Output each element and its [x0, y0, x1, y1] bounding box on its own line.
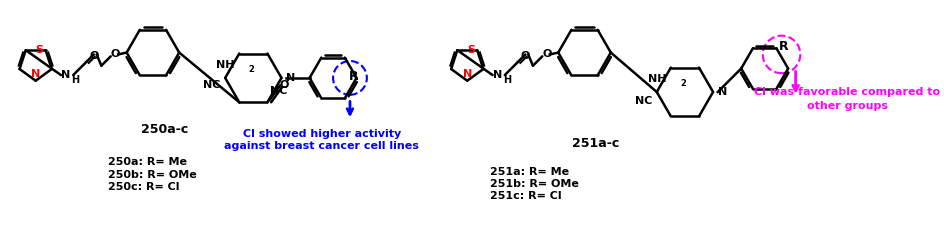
Text: NC: NC [634, 96, 651, 106]
Text: 2: 2 [680, 79, 685, 88]
Text: 250a: R= Me: 250a: R= Me [108, 157, 187, 167]
Text: 250b: R= OMe: 250b: R= OMe [108, 170, 196, 180]
Text: N: N [717, 87, 726, 97]
Text: N: N [492, 70, 501, 80]
Text: 250a-c: 250a-c [141, 123, 188, 136]
Text: 251c: R= Cl: 251c: R= Cl [489, 191, 561, 201]
Text: NC: NC [270, 86, 287, 96]
Text: N: N [61, 70, 70, 80]
Text: N: N [31, 69, 41, 79]
Text: S: S [36, 45, 43, 55]
Text: O: O [110, 50, 120, 60]
Text: Cl was favorable compared to: Cl was favorable compared to [753, 87, 939, 97]
Text: N: N [286, 73, 295, 83]
Text: NC: NC [203, 81, 220, 91]
Text: other groups: other groups [806, 101, 886, 111]
Text: S: S [466, 45, 475, 55]
Text: R: R [778, 41, 787, 53]
Text: 251b: R= OMe: 251b: R= OMe [489, 179, 578, 189]
Text: NH: NH [647, 74, 666, 84]
Text: NH: NH [216, 60, 234, 70]
Text: 251a-c: 251a-c [571, 137, 618, 150]
Text: H: H [502, 75, 511, 85]
Text: 251a: R= Me: 251a: R= Me [489, 167, 568, 177]
Text: against breast cancer cell lines: against breast cancer cell lines [224, 141, 419, 151]
Text: 250c: R= Cl: 250c: R= Cl [108, 182, 179, 192]
Text: N: N [463, 69, 471, 79]
Text: H: H [71, 75, 79, 85]
Text: 2: 2 [248, 65, 254, 74]
Text: O: O [89, 51, 98, 61]
Text: R: R [348, 70, 358, 82]
Text: O: O [542, 50, 551, 60]
Text: Cl showed higher activity: Cl showed higher activity [243, 129, 400, 139]
Text: O: O [278, 81, 288, 90]
Text: O: O [520, 51, 530, 61]
